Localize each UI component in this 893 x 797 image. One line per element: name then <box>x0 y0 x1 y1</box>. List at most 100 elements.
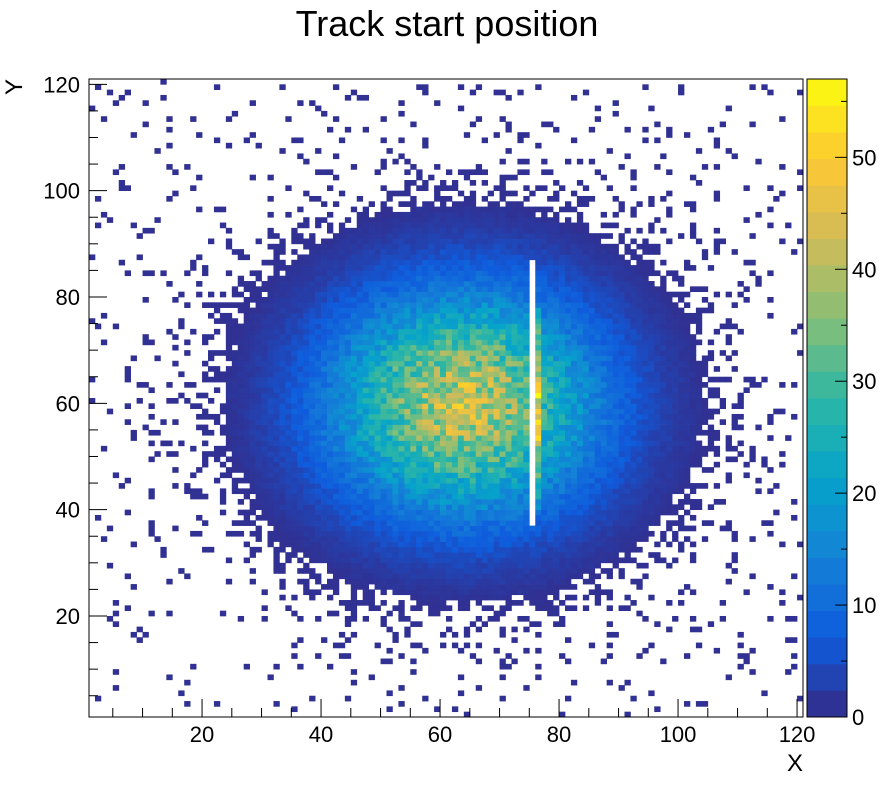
heatmap-cell <box>327 530 334 537</box>
heatmap-cell <box>511 483 518 489</box>
heatmap-cell <box>327 392 334 399</box>
heatmap-cell <box>523 249 530 255</box>
heatmap-cell <box>505 456 512 463</box>
heatmap-cell <box>249 504 256 510</box>
heatmap-cell <box>428 382 435 388</box>
heatmap-cell <box>362 254 369 261</box>
heatmap-cell <box>505 461 512 468</box>
heatmap-cell <box>553 483 560 489</box>
heatmap-cell <box>327 360 334 367</box>
heatmap-cell <box>434 392 441 399</box>
heatmap-cell <box>523 483 530 489</box>
heatmap-cell <box>261 328 268 335</box>
heatmap-cell <box>499 116 506 122</box>
heatmap-cell <box>249 440 256 447</box>
heatmap-cell <box>582 605 590 612</box>
heatmap-cell <box>541 233 548 239</box>
heatmap-cell <box>315 195 322 202</box>
heatmap-cell <box>434 398 441 404</box>
heatmap-cell <box>451 281 459 287</box>
heatmap-cell <box>350 499 358 505</box>
heatmap-cell <box>582 318 590 324</box>
heatmap-cell <box>338 477 346 484</box>
heatmap-cell <box>267 392 274 399</box>
heatmap-cell <box>576 398 584 404</box>
heatmap-cell <box>410 456 417 463</box>
heatmap-cell <box>565 403 572 409</box>
heatmap-cell <box>463 445 471 452</box>
heatmap-cell <box>386 403 393 409</box>
heatmap-cell <box>380 302 387 308</box>
heatmap-cell <box>487 328 494 335</box>
heatmap-cell <box>374 429 381 436</box>
heatmap-cell <box>350 398 358 404</box>
heatmap-cell <box>315 546 322 553</box>
heatmap-cell <box>338 440 346 447</box>
heatmap-cell <box>511 514 518 521</box>
heatmap-cell <box>523 296 530 303</box>
heatmap-cell <box>332 403 340 409</box>
heatmap-cell <box>362 355 369 362</box>
heatmap-cell <box>291 286 298 293</box>
heatmap-cell <box>350 227 358 234</box>
heatmap-cell <box>338 328 346 335</box>
heatmap-cell <box>315 530 322 537</box>
heatmap-cell <box>475 243 483 250</box>
heatmap-cell <box>219 445 227 452</box>
heatmap-cell <box>523 243 530 250</box>
heatmap-cell <box>559 291 566 298</box>
heatmap-cell <box>332 419 340 425</box>
heatmap-cell <box>327 568 334 574</box>
heatmap-cell <box>398 307 405 314</box>
heatmap-cell <box>463 307 471 314</box>
heatmap-cell <box>588 350 596 356</box>
heatmap-cell <box>463 711 471 718</box>
heatmap-cell <box>440 408 447 415</box>
heatmap-cell <box>451 461 459 468</box>
heatmap-cell <box>362 392 369 399</box>
heatmap-cell <box>475 552 483 558</box>
heatmap-cell <box>440 568 447 574</box>
heatmap-cell <box>588 408 596 415</box>
heatmap-cell <box>249 281 256 287</box>
heatmap-cell <box>582 546 590 553</box>
heatmap-cell <box>398 493 405 500</box>
heatmap-cell <box>255 408 262 415</box>
heatmap-cell <box>422 307 429 314</box>
heatmap-cell <box>124 477 131 484</box>
heatmap-cell <box>380 530 387 537</box>
heatmap-cell <box>404 493 411 500</box>
heatmap-cell <box>440 360 447 367</box>
heatmap-cell <box>285 456 292 463</box>
heatmap-cell <box>553 530 560 537</box>
heatmap-cell <box>475 435 483 441</box>
heatmap-cell <box>410 483 417 489</box>
heatmap-cell <box>303 398 310 404</box>
heatmap-cell <box>434 546 441 553</box>
heatmap-cell <box>576 328 584 335</box>
heatmap-cell <box>338 270 346 277</box>
heatmap-cell <box>565 398 572 404</box>
heatmap-cell <box>499 413 506 420</box>
heatmap-cell <box>416 217 423 223</box>
heatmap-cell <box>237 350 245 356</box>
heatmap-cell <box>309 472 316 479</box>
heatmap-cell <box>594 339 602 346</box>
heatmap-cell <box>273 371 280 378</box>
heatmap-cell <box>511 499 518 505</box>
heatmap-cell <box>588 562 596 569</box>
heatmap-cell <box>398 249 405 255</box>
heatmap-cell <box>487 594 494 601</box>
heatmap-cell <box>559 653 566 659</box>
heatmap-cell <box>606 440 613 447</box>
heatmap-cell <box>332 339 340 346</box>
heatmap-cell <box>570 222 578 229</box>
heatmap-cell <box>481 195 488 202</box>
heatmap-cell <box>261 435 268 441</box>
heatmap-cell <box>303 440 310 447</box>
heatmap-cell <box>457 84 465 90</box>
heatmap-cell <box>434 206 441 213</box>
heatmap-cell <box>463 488 471 495</box>
heatmap-cell <box>249 286 256 293</box>
heatmap-cell <box>315 440 322 447</box>
